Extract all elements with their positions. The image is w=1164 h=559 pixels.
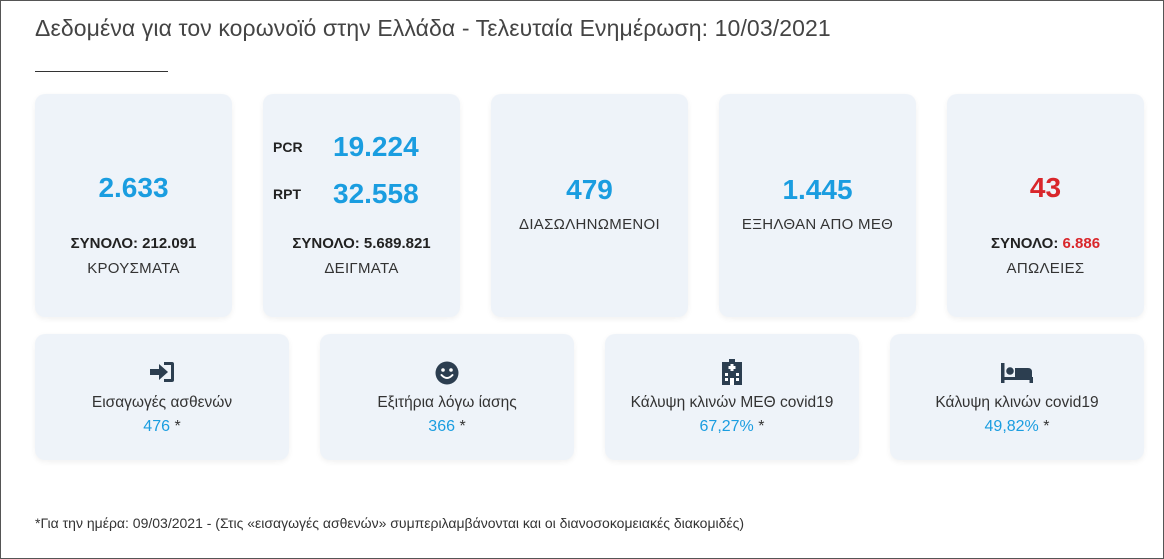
- page-title: Δεδομένα για τον κορωνοϊό στην Ελλάδα - …: [35, 15, 831, 41]
- footnote: *Για την ημέρα: 09/03/2021 - (Στις «εισα…: [35, 515, 745, 531]
- deaths-total-value: 6.886: [1062, 235, 1101, 252]
- icu-discharged-value: 1.445: [782, 174, 853, 205]
- covid-beds-value-row: 49,82% *: [890, 418, 1144, 436]
- icu-beds-value-row: 67,27% *: [605, 418, 859, 436]
- rpt-value: 32.558: [333, 178, 419, 209]
- recoveries-value-row: 366 *: [320, 418, 574, 436]
- hospital-icon: [721, 359, 743, 390]
- admissions-card: Εισαγωγές ασθενών 476 *: [35, 334, 289, 460]
- title-underline: [35, 71, 168, 72]
- pcr-row: PCR 19.224: [273, 131, 419, 163]
- admissions-value-row: 476 *: [35, 418, 289, 436]
- recoveries-card: Εξιτήρια λόγω ίασης 366 *: [320, 334, 574, 460]
- covid-beds-value: 49,82%: [984, 418, 1039, 435]
- recoveries-label: Εξιτήρια λόγω ίασης: [377, 394, 517, 411]
- smile-icon: [435, 361, 459, 390]
- cases-total: ΣΥΝΟΛΟ: 212.091: [35, 235, 232, 252]
- intubated-caption: ΔΙΑΣΩΛΗΝΩΜΕΝΟΙ: [519, 216, 660, 233]
- icu-discharged-card: 1.445 ΕΞΗΛΘΑΝ ΑΠΟ ΜΕΘ: [719, 94, 916, 317]
- cases-card: 2.633 ΣΥΝΟΛΟ: 212.091 ΚΡΟΥΣΜΑΤΑ: [35, 94, 232, 317]
- icu-beds-label: Κάλυψη κλινών ΜΕΘ covid19: [630, 394, 834, 411]
- recoveries-footnote-marker: *: [459, 418, 466, 435]
- icu-beds-card: Κάλυψη κλινών ΜΕΘ covid19 67,27% *: [605, 334, 859, 460]
- sign-in-icon: [149, 361, 175, 388]
- intubated-value: 479: [566, 174, 613, 205]
- tests-total: ΣΥΝΟΛΟ: 5.689.821: [263, 235, 460, 252]
- icu-discharged-caption: ΕΞΗΛΘΑΝ ΑΠΟ ΜΕΘ: [741, 216, 894, 233]
- pcr-label: PCR: [273, 139, 303, 155]
- covid-beds-label: Κάλυψη κλινών covid19: [935, 394, 1099, 411]
- recoveries-value: 366: [428, 418, 455, 435]
- admissions-footnote-marker: *: [174, 418, 181, 435]
- covid-beds-footnote-marker: *: [1043, 418, 1050, 435]
- admissions-label: Εισαγωγές ασθενών: [91, 394, 233, 411]
- deaths-caption: ΑΠΩΛΕΙΕΣ: [1006, 260, 1085, 277]
- admissions-value: 476: [143, 418, 170, 435]
- tests-total-label: ΣΥΝΟΛΟ:: [292, 235, 360, 252]
- cases-today-value: 2.633: [98, 172, 169, 203]
- cases-caption: ΚΡΟΥΣΜΑΤΑ: [87, 260, 180, 277]
- intubated-card: 479 ΔΙΑΣΩΛΗΝΩΜΕΝΟΙ: [491, 94, 688, 317]
- deaths-today-value: 43: [1029, 172, 1062, 203]
- deaths-total-label: ΣΥΝΟΛΟ:: [990, 235, 1059, 252]
- bed-icon: [1001, 363, 1033, 388]
- tests-caption: ΔΕΙΓΜΑΤΑ: [324, 260, 399, 277]
- icu-beds-footnote-marker: *: [758, 418, 765, 435]
- pcr-value: 19.224: [333, 131, 419, 162]
- cases-total-label: ΣΥΝΟΛΟ:: [70, 235, 138, 252]
- covid-beds-card: Κάλυψη κλινών covid19 49,82% *: [890, 334, 1144, 460]
- deaths-total: ΣΥΝΟΛΟ: 6.886: [947, 235, 1144, 252]
- deaths-card: 43 ΣΥΝΟΛΟ: 6.886 ΑΠΩΛΕΙΕΣ: [947, 94, 1144, 317]
- icu-beds-value: 67,27%: [699, 418, 754, 435]
- cases-total-value: 212.091: [142, 235, 197, 252]
- rpt-row: RPT 32.558: [273, 178, 419, 210]
- tests-total-value: 5.689.821: [363, 235, 431, 252]
- tests-card: PCR 19.224 RPT 32.558 ΣΥΝΟΛΟ: 5.689.821 ΔΕ…: [263, 94, 460, 317]
- rpt-label: RPT: [273, 186, 301, 202]
